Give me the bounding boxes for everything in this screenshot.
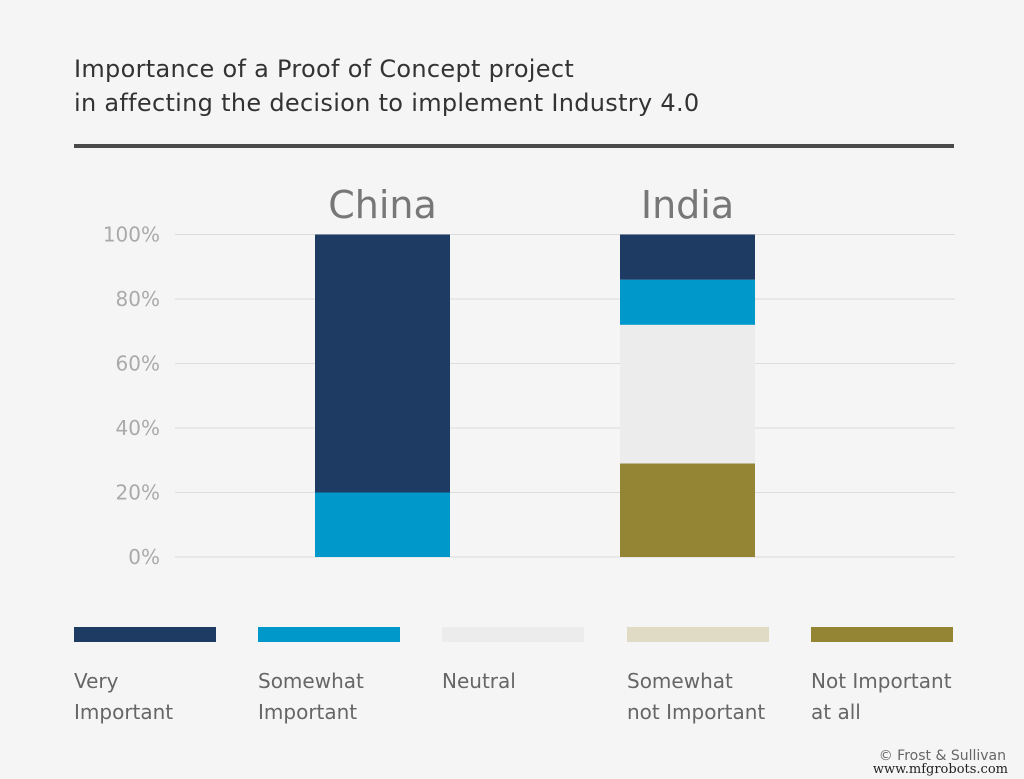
- y-tick-label: 100%: [103, 223, 160, 247]
- y-tick-label: 20%: [116, 481, 160, 505]
- legend-label: Neutral: [442, 669, 516, 693]
- stacked-bar-chart: 0% 20% 40% 60% 80% 100% China India: [103, 183, 955, 569]
- chart-title: Importance of a Proof of Concept project…: [74, 52, 699, 120]
- legend-swatch: [442, 627, 584, 642]
- title-divider: [74, 144, 954, 148]
- title-line: in affecting the decision to implement I…: [74, 89, 700, 117]
- y-tick-label: 40%: [116, 416, 160, 440]
- legend-swatch: [74, 627, 216, 642]
- bar-segment: [620, 234, 755, 280]
- y-tick-label: 0%: [128, 545, 160, 569]
- legend-item: Somewhat Important: [258, 627, 400, 728]
- bar-segment: [315, 234, 450, 493]
- y-tick-label: 80%: [116, 287, 160, 311]
- legend-label: Very Important: [74, 669, 174, 724]
- legend-swatch: [258, 627, 400, 642]
- y-tick-label: 60%: [116, 352, 160, 376]
- legend-label: Not Important at all: [811, 669, 952, 724]
- bar-segment: [620, 463, 755, 557]
- legend-item: Not Important at all: [811, 627, 953, 728]
- credit: © Frost & Sullivan: [878, 748, 1006, 764]
- watermark: www.mfgrobots.com: [872, 762, 1008, 777]
- title-line: Importance of a Proof of Concept project: [74, 55, 575, 83]
- legend-swatch: [811, 627, 953, 642]
- legend-item: Somewhat not Important: [627, 627, 769, 728]
- legend-item: Very Important: [74, 627, 216, 728]
- legend-label: Somewhat not Important: [627, 669, 766, 724]
- bar-segment: [620, 279, 755, 325]
- bar-segment: [620, 324, 755, 464]
- legend-label: Somewhat Important: [258, 669, 364, 724]
- bar-segment: [315, 492, 450, 557]
- category-label: India: [641, 183, 734, 227]
- legend-swatch: [627, 627, 769, 642]
- category-label: China: [328, 183, 437, 227]
- legend-item: Neutral: [442, 627, 584, 697]
